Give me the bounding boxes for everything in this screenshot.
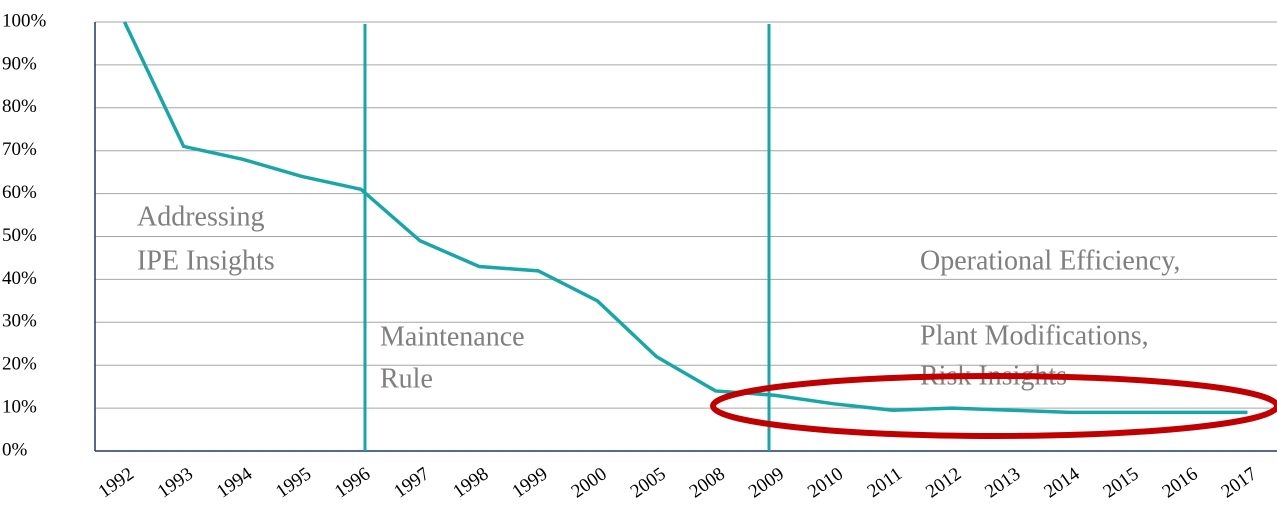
x-tick-label: 2016 — [1159, 463, 1202, 502]
x-tick-label: 1992 — [95, 463, 138, 502]
data-line — [122, 21, 1248, 415]
x-tick-label: 2008 — [686, 463, 729, 502]
annotation: Rule — [380, 363, 433, 394]
y-tick-label: 80% — [2, 96, 37, 117]
x-tick-label: 1999 — [508, 463, 551, 502]
x-tick-label: 2009 — [745, 463, 788, 502]
x-tick-label: 2000 — [568, 463, 611, 502]
y-tick-label: 20% — [2, 354, 37, 375]
y-tick-label: 50% — [2, 225, 37, 246]
x-tick-label: 2010 — [804, 463, 847, 502]
highlight-ellipse — [710, 373, 1277, 439]
x-tick-label: 1994 — [213, 463, 257, 502]
y-tick-label: 100% — [2, 10, 47, 31]
y-tick-label: 10% — [2, 396, 37, 417]
annotation: Addressing — [137, 201, 265, 232]
x-tick-label: 1996 — [331, 463, 374, 502]
x-tick-label: 2017 — [1218, 463, 1261, 502]
x-tick-label: 2011 — [864, 463, 907, 502]
x-tick-label: 2013 — [981, 463, 1024, 502]
x-tick-label: 2015 — [1099, 463, 1142, 502]
y-tick-label: 0% — [2, 439, 28, 460]
x-tick-label: 2012 — [922, 463, 965, 502]
x-tick-label: 1998 — [449, 463, 492, 502]
y-tick-label: 40% — [2, 268, 37, 289]
y-tick-label: 90% — [2, 53, 37, 74]
x-tick-label: 1995 — [272, 463, 315, 502]
annotation: Operational Efficiency, — [920, 245, 1180, 276]
x-tick-label: 2005 — [627, 463, 670, 502]
annotation: Plant Modifications, — [920, 320, 1149, 351]
annotation: IPE Insights — [137, 245, 275, 276]
x-tick-label: 1993 — [154, 463, 197, 502]
x-tick-label: 1997 — [390, 463, 433, 502]
y-tick-label: 70% — [2, 139, 37, 160]
annotation: Maintenance — [380, 321, 525, 352]
y-tick-label: 30% — [2, 311, 37, 332]
y-tick-label: 60% — [2, 182, 37, 203]
x-tick-label: 2014 — [1040, 463, 1084, 502]
